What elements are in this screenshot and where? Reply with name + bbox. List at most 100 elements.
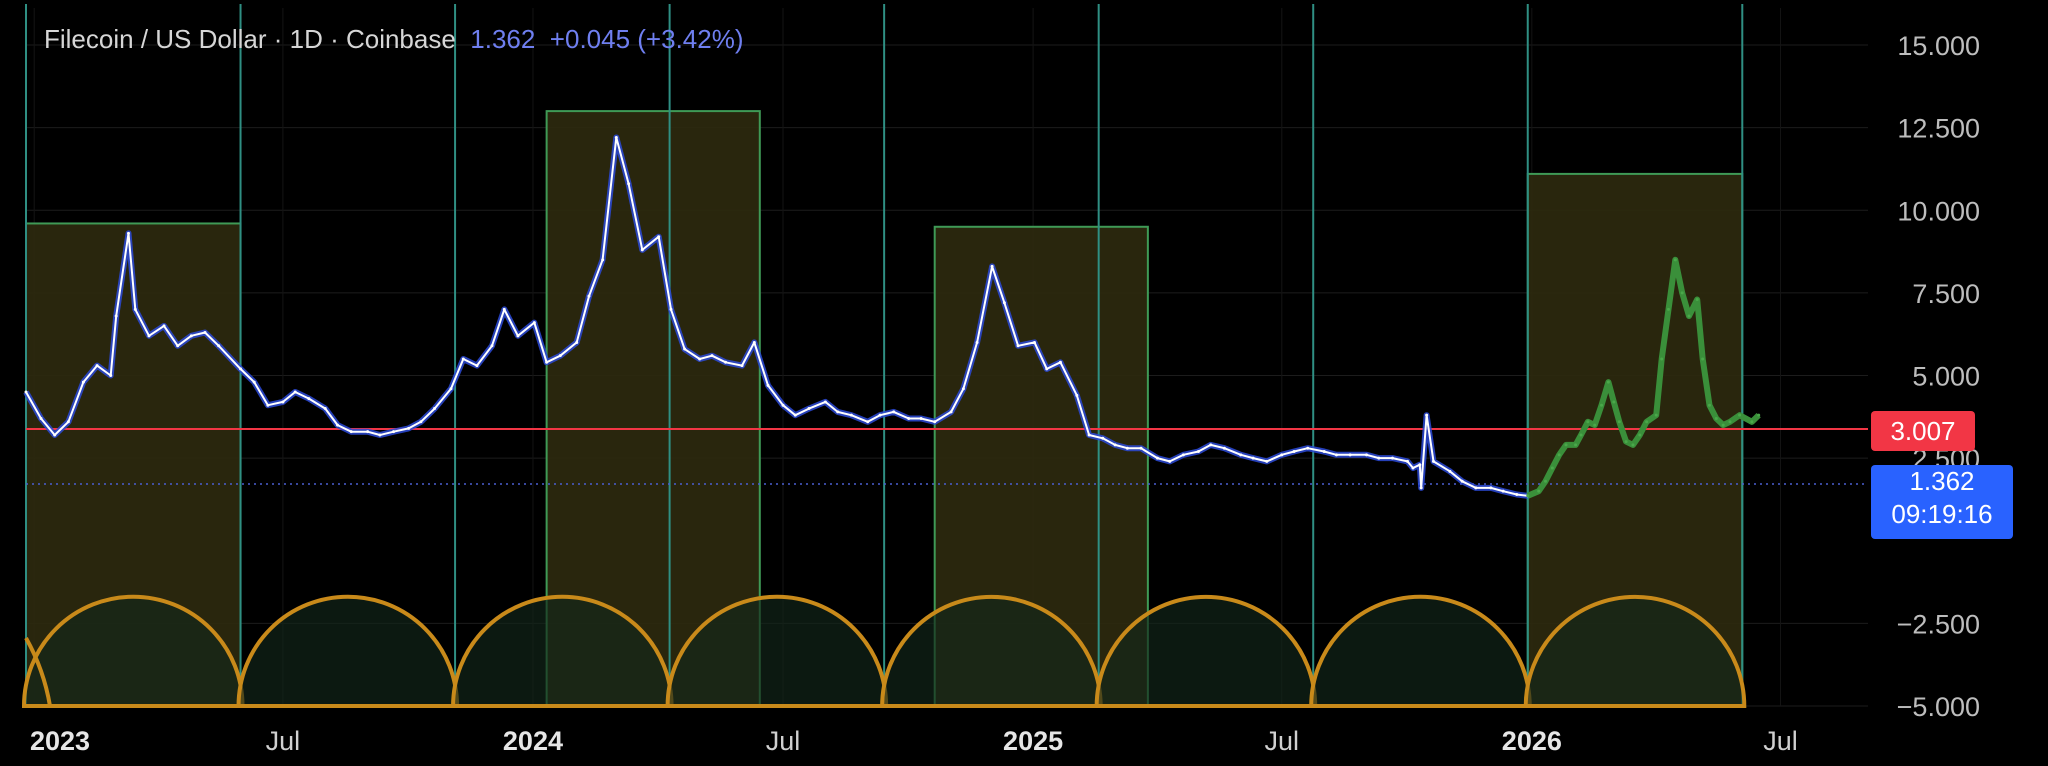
series-0-point-27: [392, 430, 396, 434]
series-0-point-48: [683, 347, 687, 351]
series-1-point-5: [1564, 443, 1568, 447]
series-0-point-103: [1419, 486, 1423, 490]
series-0-point-98: [1377, 456, 1381, 460]
y-tick-label-7: −5.000: [1897, 692, 1980, 722]
series-0-point-52: [740, 364, 744, 368]
series: [23, 134, 1761, 499]
x-tick-label-2: 2024: [503, 726, 563, 756]
series-0-point-32: [461, 357, 465, 361]
series-0-point-31: [449, 387, 453, 391]
series-1-point-22: [1680, 291, 1684, 295]
series-1-point-7: [1579, 433, 1583, 437]
x-tick-label-7: Jul: [1763, 726, 1798, 756]
series-1-point-1: [1537, 489, 1541, 493]
series-0-point-94: [1322, 450, 1326, 454]
cycle-arc-edge: [24, 637, 52, 707]
series-0-point-38: [545, 360, 549, 364]
series-1-point-16: [1638, 433, 1642, 437]
series-0-point-83: [1168, 459, 1172, 463]
series-0-point-79: [1113, 443, 1117, 447]
last-price: 1.362: [470, 24, 536, 54]
current-price-value: 1.362: [1909, 466, 1975, 496]
series-1-point-24: [1695, 297, 1699, 301]
series-1-point-10: [1600, 403, 1604, 407]
series-1-point-12: [1612, 400, 1616, 404]
series-1-point-26: [1707, 403, 1711, 407]
cycle-arc-3: [665, 595, 889, 708]
series-0-point-47: [669, 307, 673, 311]
symbol-title: Filecoin / US Dollar · 1D · Coinbase: [44, 24, 456, 54]
series-1-point-19: [1660, 357, 1664, 361]
series-1-point-14: [1624, 440, 1628, 444]
series-0-point-50: [710, 354, 714, 358]
level-price-badge: 3.007: [1871, 411, 1975, 451]
series-0-point-105: [1431, 459, 1435, 463]
y-tick-label-4: 5.000: [1912, 362, 1980, 392]
series-0-point-84: [1181, 453, 1185, 457]
series-1-point-31: [1750, 420, 1754, 424]
series-0-point-108: [1474, 486, 1478, 490]
series-0-point-39: [558, 354, 562, 358]
series-0-point-51: [724, 360, 728, 364]
series-0-point-12: [176, 344, 180, 348]
cycle-arc-1: [236, 595, 460, 708]
x-tick-label-1: Jul: [266, 726, 301, 756]
series-0-point-4: [81, 380, 85, 384]
series-0-point-99: [1390, 456, 1394, 460]
series-0-point-102: [1418, 463, 1422, 467]
series-1-point-8: [1586, 420, 1590, 424]
series-0-point-93: [1306, 446, 1310, 450]
chart-legend: Filecoin / US Dollar · 1D · Coinbase 1.3…: [44, 24, 744, 55]
series-0-point-34: [490, 344, 494, 348]
y-tick-label-2: 10.000: [1897, 196, 1980, 226]
series-0-point-11: [162, 324, 166, 328]
series-1-point-29: [1728, 420, 1732, 424]
series-0-point-1: [39, 416, 43, 420]
series-0-point-10: [147, 334, 151, 338]
series-1-point-13: [1617, 420, 1621, 424]
series-0-point-72: [1016, 344, 1020, 348]
series-0-point-43: [614, 136, 618, 140]
series-0-point-13: [189, 334, 193, 338]
series-0-point-58: [823, 400, 827, 404]
series-0-point-75: [1058, 360, 1062, 364]
series-0-point-63: [892, 410, 896, 414]
series-1-point-17: [1645, 420, 1649, 424]
series-0-point-60: [849, 413, 853, 417]
series-1-point-27: [1714, 416, 1718, 420]
series-0-point-96: [1348, 453, 1352, 457]
series-0-point-70: [990, 264, 994, 268]
series-0-point-89: [1251, 456, 1255, 460]
series-0-point-40: [575, 340, 579, 344]
series-1-point-23: [1687, 314, 1691, 318]
current-price-badge: 1.362 09:19:16: [1871, 465, 2013, 539]
series-0-point-35: [502, 307, 506, 311]
series-0-point-53: [752, 340, 756, 344]
series-0-point-21: [307, 397, 311, 401]
series-0-point-23: [336, 423, 340, 427]
series-0-point-88: [1239, 453, 1243, 457]
series-0-point-24: [349, 430, 353, 434]
series-1-point-28: [1721, 423, 1725, 427]
series-0-point-67: [949, 410, 953, 414]
series-0-point-44: [627, 182, 631, 186]
series-1-point-4: [1557, 453, 1561, 457]
series-0-point-91: [1280, 453, 1284, 457]
series-0-point-101: [1411, 466, 1415, 470]
series-0-point-49: [698, 357, 702, 361]
series-0-point-107: [1460, 479, 1464, 483]
series-0-point-15: [217, 344, 221, 348]
series-0-point-62: [878, 413, 882, 417]
series-0-point-9: [133, 307, 137, 311]
series-0-point-26: [378, 433, 382, 437]
series-0-point-29: [419, 420, 423, 424]
series-0-point-5: [95, 364, 99, 368]
series-1-point-18: [1654, 413, 1658, 417]
series-0-point-66: [933, 420, 937, 424]
series-0-point-74: [1045, 367, 1049, 371]
cycle-lines: [25, 4, 1744, 706]
series-0-point-111: [1515, 492, 1519, 496]
series-0-point-3: [66, 420, 70, 424]
x-tick-label-0: 2023: [30, 726, 90, 756]
